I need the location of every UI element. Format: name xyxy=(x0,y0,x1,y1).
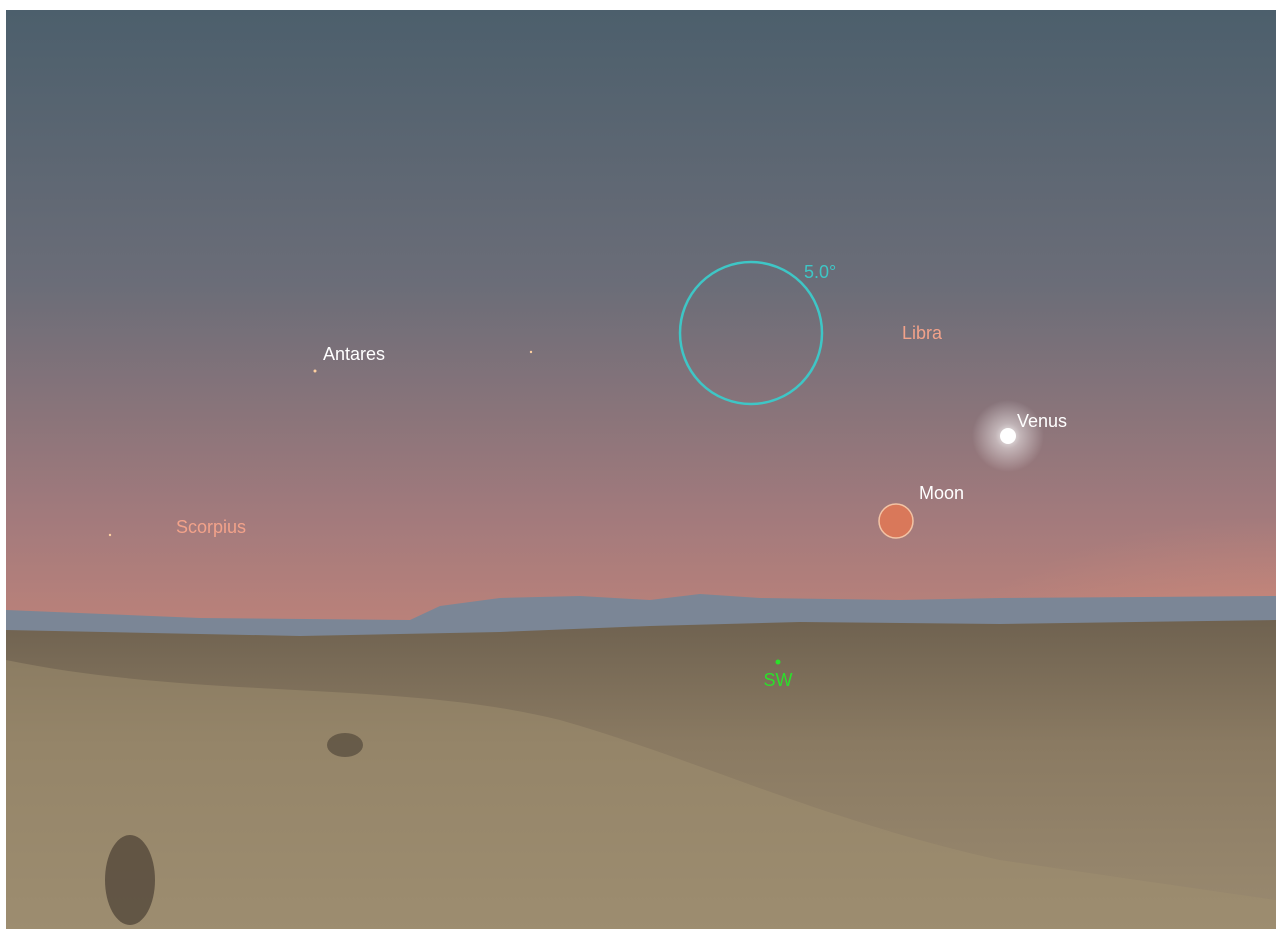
compass-label: SW xyxy=(764,670,793,690)
object-label: Moon xyxy=(919,483,964,503)
venus xyxy=(1000,428,1016,444)
star xyxy=(314,370,317,373)
star xyxy=(530,351,532,353)
object-label: Antares xyxy=(323,344,385,364)
sky-view: 5.0° Libra Scorpius Antares Venus Moon S… xyxy=(0,0,1282,929)
constellation-label: Libra xyxy=(902,323,943,343)
object-label: Venus xyxy=(1017,411,1067,431)
fov-label: 5.0° xyxy=(804,262,836,282)
compass-dot xyxy=(776,660,781,665)
constellation-label: Scorpius xyxy=(176,517,246,537)
rock xyxy=(105,835,155,925)
rock xyxy=(327,733,363,757)
moon xyxy=(879,504,913,538)
scene: 5.0° Libra Scorpius Antares Venus Moon S… xyxy=(6,10,1276,929)
star xyxy=(109,534,111,536)
